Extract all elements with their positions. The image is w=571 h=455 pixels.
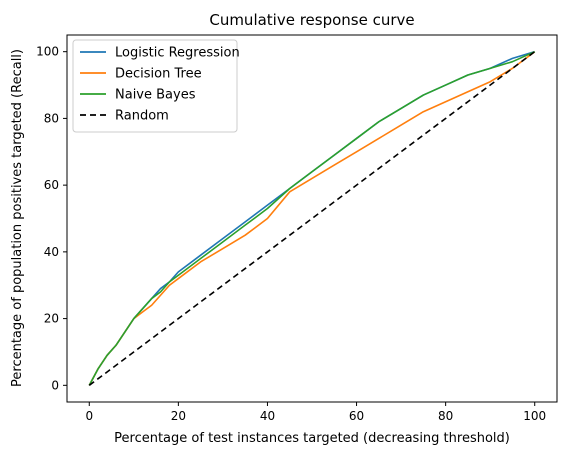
series-line-random xyxy=(88,51,536,386)
y-tick-label: 60 xyxy=(44,178,59,192)
legend-entry: Decision Tree xyxy=(115,67,202,82)
y-axis-label: Percentage of population positives targe… xyxy=(10,49,25,387)
y-tick-label: 20 xyxy=(44,312,59,326)
x-tick-label: 20 xyxy=(171,409,186,423)
y-tick-label: 100 xyxy=(36,45,59,59)
y-tick-label: 80 xyxy=(44,111,59,125)
legend-box xyxy=(72,39,238,133)
plot-layer xyxy=(88,50,536,386)
x-tick-label: 0 xyxy=(85,409,93,423)
x-tick-label: 80 xyxy=(438,409,453,423)
y-tick-label: 40 xyxy=(44,245,59,259)
legend-entry: Naive Bayes xyxy=(115,88,196,103)
legend-entry: Random xyxy=(115,109,169,124)
x-tick-label: 60 xyxy=(349,409,364,423)
x-tick-label: 100 xyxy=(523,409,546,423)
legend-entry: Logistic Regression xyxy=(115,46,240,61)
x-tick-label: 40 xyxy=(260,409,275,423)
legend: Logistic Regression Decision Tree Naive Ba… xyxy=(72,39,240,133)
x-axis-label: Percentage of test instances targeted (d… xyxy=(114,431,510,446)
y-tick-label: 0 xyxy=(51,378,59,392)
chart-title: Cumulative response curve xyxy=(209,11,414,29)
series-line-naive-bayes xyxy=(88,50,536,386)
plot-frame xyxy=(66,34,558,403)
ticks-layer: 0 20 40 60 80 100 0 20 40 60 80 100 xyxy=(36,45,546,423)
